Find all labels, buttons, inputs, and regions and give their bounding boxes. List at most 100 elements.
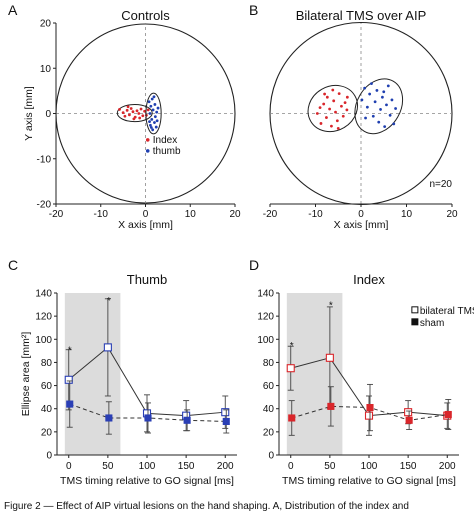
data-point bbox=[335, 119, 339, 123]
data-point bbox=[129, 107, 133, 110]
data-point bbox=[123, 114, 127, 118]
y-tick-label: 40 bbox=[41, 404, 53, 415]
y-tick-label: 100 bbox=[257, 335, 274, 346]
data-point bbox=[360, 98, 364, 102]
data-point bbox=[143, 109, 147, 113]
data-point bbox=[368, 92, 372, 96]
data-point bbox=[118, 108, 121, 111]
data-point bbox=[343, 101, 347, 105]
y-tick-label: 80 bbox=[263, 358, 275, 369]
panel-letter: D bbox=[249, 257, 259, 273]
data-point bbox=[375, 89, 379, 92]
data-point bbox=[103, 343, 112, 352]
y-tick-label: 100 bbox=[35, 335, 52, 346]
data-point bbox=[373, 100, 377, 104]
data-point bbox=[151, 128, 155, 132]
data-point bbox=[150, 117, 154, 121]
panel-letter: C bbox=[8, 257, 18, 273]
data-point bbox=[144, 414, 152, 422]
data-point bbox=[444, 410, 452, 419]
y-tick-label: 60 bbox=[41, 381, 53, 392]
data-point bbox=[64, 375, 73, 384]
data-point bbox=[155, 110, 159, 114]
x-tick-label: 0 bbox=[358, 209, 364, 220]
panel-b-scatter: B Bilateral TMS over AIP -20 -10 0 10 20 X axis… bbox=[249, 2, 458, 231]
y-tick-label: 20 bbox=[41, 427, 53, 438]
y-tick-label: 80 bbox=[41, 358, 53, 369]
tms-window-shading bbox=[286, 293, 343, 455]
data-point bbox=[325, 353, 334, 362]
x-tick-label: -20 bbox=[49, 209, 64, 220]
x-tick-label: 200 bbox=[217, 461, 234, 472]
data-point bbox=[148, 120, 151, 124]
x-tick-label: 10 bbox=[401, 209, 413, 220]
panel-c-line-chart: C Thumb 0 20 40 60 80 100 120 140 0 50 100 150 200 TMS … bbox=[8, 257, 237, 487]
data-point bbox=[183, 416, 191, 424]
x-tick-label: 20 bbox=[229, 209, 241, 220]
data-point bbox=[156, 106, 160, 110]
data-point bbox=[386, 84, 390, 88]
x-tick-label: 100 bbox=[139, 461, 156, 472]
data-point bbox=[151, 108, 155, 112]
data-point bbox=[315, 112, 319, 115]
data-point bbox=[153, 121, 156, 124]
data-point bbox=[380, 95, 384, 99]
x-axis-label: TMS timing relative to GO signal [ms] bbox=[60, 475, 234, 487]
data-point bbox=[153, 115, 157, 119]
data-point bbox=[222, 417, 230, 425]
panel-title: Index bbox=[353, 272, 385, 287]
data-point bbox=[125, 108, 129, 112]
y-tick-label: 40 bbox=[263, 404, 275, 415]
data-point bbox=[135, 109, 139, 113]
data-point bbox=[146, 108, 150, 112]
data-point bbox=[388, 113, 392, 117]
data-point bbox=[394, 107, 397, 110]
data-point bbox=[345, 95, 349, 99]
data-point bbox=[137, 112, 141, 115]
data-point bbox=[319, 122, 323, 125]
x-tick-label: 150 bbox=[178, 461, 195, 472]
data-point bbox=[364, 411, 374, 420]
data-point bbox=[221, 408, 230, 417]
figure-caption: Figure 2 — Effect of AIP virtual lesions… bbox=[4, 501, 409, 512]
data-point bbox=[392, 122, 396, 126]
data-point bbox=[131, 110, 135, 114]
x-tick-label: -10 bbox=[308, 209, 323, 220]
data-point bbox=[334, 110, 337, 114]
data-point bbox=[405, 416, 413, 424]
data-point bbox=[155, 119, 159, 123]
y-tick-label: 10 bbox=[40, 64, 52, 75]
data-point bbox=[150, 97, 154, 101]
confidence-ellipse bbox=[307, 84, 358, 133]
y-tick-label: 60 bbox=[263, 381, 275, 392]
confidence-ellipse bbox=[145, 92, 162, 135]
panel-title: Controls bbox=[121, 8, 170, 23]
data-point bbox=[366, 404, 374, 412]
legend-marker bbox=[411, 306, 419, 314]
data-point bbox=[385, 103, 388, 107]
data-point bbox=[318, 106, 322, 110]
x-tick-label: 20 bbox=[446, 209, 458, 220]
data-point bbox=[379, 108, 382, 111]
data-point bbox=[345, 108, 349, 112]
legend-label: sham bbox=[420, 318, 444, 329]
data-point bbox=[152, 95, 156, 99]
x-tick-label: 0 bbox=[288, 461, 294, 472]
data-point bbox=[148, 112, 152, 115]
data-point bbox=[121, 111, 125, 114]
data-point bbox=[154, 125, 158, 129]
significance-marker: * bbox=[290, 341, 294, 352]
data-point bbox=[330, 124, 333, 128]
y-tick-label: 0 bbox=[268, 451, 274, 462]
x-tick-label: -20 bbox=[263, 209, 278, 220]
y-tick-label: 20 bbox=[40, 19, 52, 30]
panel-a-scatter: A Controls -20 -10 0 10 20 X axis [mm] -20 -10 0 10… bbox=[8, 2, 241, 231]
significance-marker: * bbox=[68, 346, 72, 357]
x-tick-label: 200 bbox=[439, 461, 456, 472]
y-axis-label: Y axis [mm] bbox=[23, 86, 35, 141]
data-point bbox=[153, 103, 157, 106]
data-point bbox=[336, 127, 340, 130]
data-point bbox=[404, 408, 413, 417]
data-point bbox=[363, 86, 367, 90]
